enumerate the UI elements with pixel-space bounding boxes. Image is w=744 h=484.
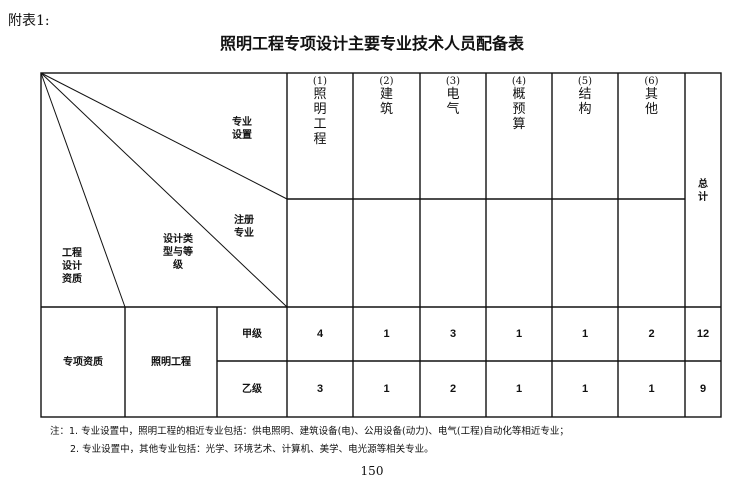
cell-value: 2 bbox=[648, 328, 655, 340]
column-header-1: (1) 照明工程 bbox=[312, 76, 328, 147]
page-number: 150 bbox=[360, 464, 384, 478]
cell-value: 1 bbox=[581, 328, 589, 340]
cell-value: 1 bbox=[383, 328, 390, 340]
cell-value: 1 bbox=[383, 383, 390, 395]
header-diag-design: 设计类型与等级 bbox=[163, 234, 193, 271]
annex-label: 附表1: bbox=[8, 13, 50, 29]
cell-value: 1 bbox=[515, 328, 523, 340]
row-group-type: 照明工程 bbox=[151, 356, 191, 368]
column-header-4: (4) 概预算 bbox=[511, 76, 527, 132]
page-title: 照明工程专项设计主要专业技术人员配备表 bbox=[219, 34, 524, 53]
column-header-3: (3) 电气 bbox=[445, 76, 461, 117]
row-grade-a: 甲级 bbox=[242, 328, 262, 340]
column-header-6: (6) 其他 bbox=[644, 76, 659, 117]
header-diag-left: 工程设计资质 bbox=[62, 248, 82, 285]
row-group-qualification: 专项资质 bbox=[63, 356, 103, 368]
cell-value: 3 bbox=[316, 383, 324, 395]
column-header-2: (2) 建筑 bbox=[379, 76, 394, 117]
column-header-total: 总计 bbox=[698, 179, 708, 203]
cell-value: 1 bbox=[515, 383, 523, 395]
cell-value: 4 bbox=[316, 328, 324, 340]
note-2: 2. 专业设置中，其他专业包括：光学、环境艺术、计算机、美学、电光源等相关专业。 bbox=[70, 444, 434, 455]
header-diag-top: 专业设置 bbox=[232, 117, 252, 141]
cell-value: 1 bbox=[581, 383, 589, 395]
cell-total: 9 bbox=[699, 383, 707, 395]
cell-total: 12 bbox=[696, 328, 710, 340]
column-header-5: (5) 结构 bbox=[577, 76, 593, 117]
cell-value: 2 bbox=[449, 383, 457, 395]
cell-value: 3 bbox=[449, 328, 457, 340]
row-grade-b: 乙级 bbox=[242, 383, 262, 395]
cell-value: 1 bbox=[648, 383, 655, 395]
note-1: 注：1. 专业设置中，照明工程的相近专业包括：供电照明、建筑设备(电)、公用设备… bbox=[50, 426, 569, 437]
header-diag-mid: 注册专业 bbox=[234, 215, 254, 239]
